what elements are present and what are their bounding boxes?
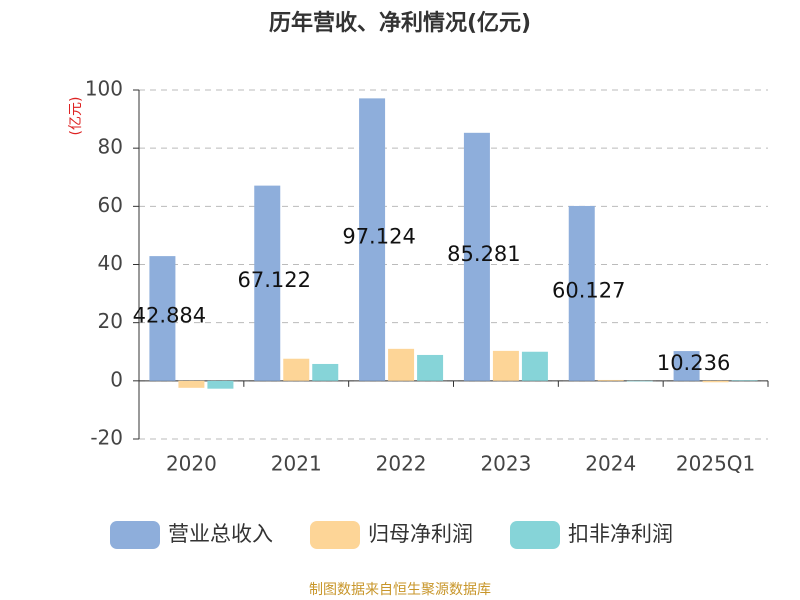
x-tick-label: 2020	[166, 452, 217, 476]
bar	[492, 350, 519, 381]
x-tick-label: 2021	[271, 452, 322, 476]
x-tick-label: 2024	[585, 452, 636, 476]
legend-label: 营业总收入	[168, 522, 273, 546]
source: 制图数据来自恒生聚源数据库	[309, 582, 491, 598]
value-label: 67.122	[238, 268, 311, 292]
bar	[521, 351, 548, 381]
bar	[417, 354, 444, 381]
bar	[568, 205, 595, 381]
bar	[463, 132, 490, 381]
chart-title: 历年营收、净利情况(亿元)	[269, 10, 531, 36]
x-tick-label: 2023	[480, 452, 531, 476]
legend-label: 归母净利润	[368, 522, 473, 546]
value-label: 42.884	[133, 303, 206, 327]
value-label: 60.127	[552, 278, 625, 302]
legend-swatch	[510, 521, 560, 549]
y-tick-label: 80	[98, 135, 123, 159]
y-tick-label: 40	[98, 251, 123, 275]
bar	[149, 256, 176, 381]
bar	[312, 363, 339, 381]
y-axis-label: (亿元)	[68, 97, 84, 136]
bar	[673, 351, 700, 381]
value-label: 10.236	[657, 351, 730, 375]
bar	[359, 98, 386, 381]
bar	[731, 380, 758, 381]
legend-swatch	[110, 521, 160, 549]
value-label: 85.281	[447, 242, 520, 266]
x-tick-label: 2022	[376, 452, 427, 476]
y-tick-label: -20	[90, 426, 123, 450]
y-tick-label: 0	[110, 367, 123, 391]
x-tick-label: 2025Q1	[676, 452, 755, 476]
bar	[702, 380, 729, 383]
bar	[626, 380, 653, 382]
value-label: 97.124	[342, 225, 415, 249]
bar	[597, 379, 624, 381]
bar	[254, 185, 281, 381]
bar	[388, 348, 415, 381]
bar	[207, 380, 234, 389]
y-tick-label: 20	[98, 309, 123, 333]
bar	[283, 358, 310, 381]
bar	[178, 380, 205, 388]
y-tick-label: 100	[85, 77, 123, 101]
legend-label: 扣非净利润	[568, 522, 673, 546]
legend-swatch	[310, 521, 360, 549]
y-tick-label: 60	[98, 193, 123, 217]
